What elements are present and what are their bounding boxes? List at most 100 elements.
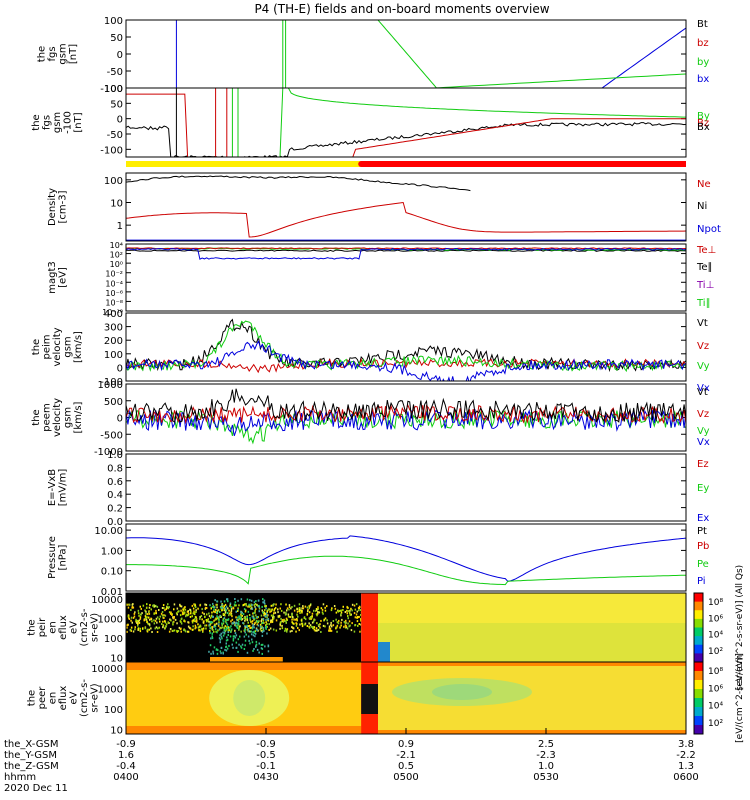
spectrogram-pixel bbox=[347, 617, 349, 620]
spectrogram-band bbox=[210, 657, 283, 662]
spectrogram-pixel bbox=[158, 618, 161, 621]
spectrogram-pixel bbox=[134, 628, 136, 631]
spectrogram-pixel bbox=[224, 630, 227, 633]
series-ti-perp bbox=[126, 247, 686, 260]
y-tick-label-1-1: 50 bbox=[110, 33, 123, 44]
spectrogram-pixel bbox=[311, 615, 313, 618]
spectrogram-pixel bbox=[208, 650, 210, 653]
spectrogram-pixel bbox=[127, 623, 129, 626]
spectrogram-pixel bbox=[223, 605, 225, 608]
spectrogram-pixel bbox=[184, 629, 186, 632]
spectrogram-pixel bbox=[146, 628, 149, 631]
spectrogram-pixel bbox=[291, 630, 293, 632]
spectrogram-pixel bbox=[322, 624, 325, 627]
spectrogram-pixel bbox=[263, 622, 265, 624]
spectrogram-pixel bbox=[189, 609, 192, 611]
spectrogram-pixel bbox=[220, 647, 223, 649]
spectrogram-pixel bbox=[155, 612, 157, 615]
spectrogram-pixel bbox=[293, 604, 296, 607]
spectrogram-pixel bbox=[343, 620, 346, 623]
spectrogram-pixel bbox=[261, 605, 263, 608]
spectrogram-pixel bbox=[175, 612, 178, 615]
spectrogram-pixel bbox=[260, 620, 263, 622]
spectrogram-pixel bbox=[250, 605, 252, 607]
spectrogram-pixel bbox=[220, 635, 223, 638]
spectrogram-pixel bbox=[185, 613, 188, 616]
spectrogram-pixel bbox=[355, 613, 358, 616]
spectrogram-pixel bbox=[273, 608, 276, 611]
spectrogram-pixel bbox=[226, 647, 229, 650]
spectrogram-pixel bbox=[187, 625, 190, 628]
spectrogram-pixel bbox=[194, 620, 196, 623]
spectrogram-pixel bbox=[317, 611, 319, 613]
spectrogram-pixel bbox=[144, 616, 147, 619]
spectrogram-pixel bbox=[313, 628, 316, 631]
colorbar-swatch bbox=[694, 653, 703, 663]
spectrogram-pixel bbox=[165, 607, 168, 610]
spectrogram-pixel bbox=[351, 622, 353, 625]
spectrogram-pixel bbox=[126, 630, 128, 633]
spectrogram-pixel bbox=[356, 610, 358, 613]
spectrogram-pixel bbox=[259, 625, 262, 628]
spectrogram-pixel bbox=[255, 643, 258, 646]
legend-3-1: Ni bbox=[697, 201, 707, 212]
spectrogram-pixel bbox=[308, 622, 310, 625]
spectrogram-pixel bbox=[258, 620, 260, 623]
y-tick-label-10-1: 1000 bbox=[98, 685, 123, 696]
y-tick-label-7-4: 0.2 bbox=[107, 504, 123, 515]
spectrogram-pixel bbox=[246, 619, 249, 622]
y-tick-label-10-0: 10000 bbox=[91, 664, 123, 675]
spectrogram-pixel bbox=[216, 617, 219, 620]
spectrogram-pixel bbox=[289, 616, 291, 618]
spectrogram-pixel bbox=[253, 631, 256, 634]
spectrogram-pixel bbox=[130, 619, 132, 622]
spectrogram-pixel bbox=[195, 606, 197, 609]
spectrogram-pixel bbox=[238, 643, 240, 646]
spectrogram-pixel bbox=[210, 652, 212, 655]
spectrogram-pixel bbox=[285, 617, 288, 620]
spectrogram-pixel bbox=[351, 603, 354, 606]
spectrogram-pixel bbox=[281, 619, 284, 622]
spectrogram-pixel bbox=[289, 630, 292, 633]
spectrogram-pixel bbox=[173, 603, 176, 606]
spectrogram-pixel bbox=[218, 637, 221, 640]
spectrogram-pixel bbox=[308, 611, 311, 614]
spectrogram-pixel bbox=[304, 605, 307, 608]
legend-1-0: Bt bbox=[697, 19, 708, 30]
spectrogram-pixel bbox=[162, 620, 164, 623]
y-tick-label-7-1: 0.8 bbox=[107, 463, 123, 474]
spectrogram-pixel bbox=[246, 598, 249, 601]
y-tick-label-4-6: 10⁻⁸ bbox=[105, 298, 123, 307]
spectrogram-pixel bbox=[222, 619, 224, 622]
spectrogram-pixel bbox=[223, 620, 225, 623]
spectrogram-pixel bbox=[263, 614, 265, 617]
spectrogram-pixel bbox=[146, 621, 148, 624]
spectrogram-pixel bbox=[136, 621, 138, 624]
spectrogram-pixel bbox=[261, 647, 264, 650]
spectrogram-pixel bbox=[155, 604, 157, 607]
panel-frame-1 bbox=[125, 19, 687, 89]
spectrogram-pixel bbox=[311, 612, 314, 615]
spectrogram-pixel bbox=[263, 629, 265, 632]
spectrogram-pixel bbox=[243, 635, 246, 638]
spectrogram-pixel bbox=[240, 612, 242, 615]
spectrogram-pixel bbox=[139, 605, 141, 608]
spectrogram-pixel bbox=[216, 615, 218, 618]
spectrogram-pixel bbox=[254, 611, 256, 614]
spectrogram-pixel bbox=[270, 609, 273, 612]
spectrogram-pixel bbox=[248, 605, 251, 608]
spectrogram-pixel bbox=[277, 611, 279, 614]
spectrogram-pixel bbox=[330, 629, 333, 632]
spectrogram-pixel bbox=[178, 626, 181, 629]
colorbar-tick-9-2: 10⁴ bbox=[708, 631, 723, 641]
spectrogram-pixel bbox=[223, 617, 226, 620]
spectrogram-pixel bbox=[190, 612, 192, 615]
spectrogram-pixel bbox=[351, 609, 353, 612]
spectrogram-pixel bbox=[227, 629, 229, 632]
spectrogram-pixel bbox=[295, 622, 297, 625]
spectrogram-pixel bbox=[293, 622, 295, 625]
y-tick-label-2-1: 50 bbox=[110, 99, 123, 110]
spectrogram-pixel bbox=[266, 611, 268, 613]
legend-3-0: Ne bbox=[697, 179, 711, 190]
spectrogram-pixel bbox=[326, 622, 329, 625]
